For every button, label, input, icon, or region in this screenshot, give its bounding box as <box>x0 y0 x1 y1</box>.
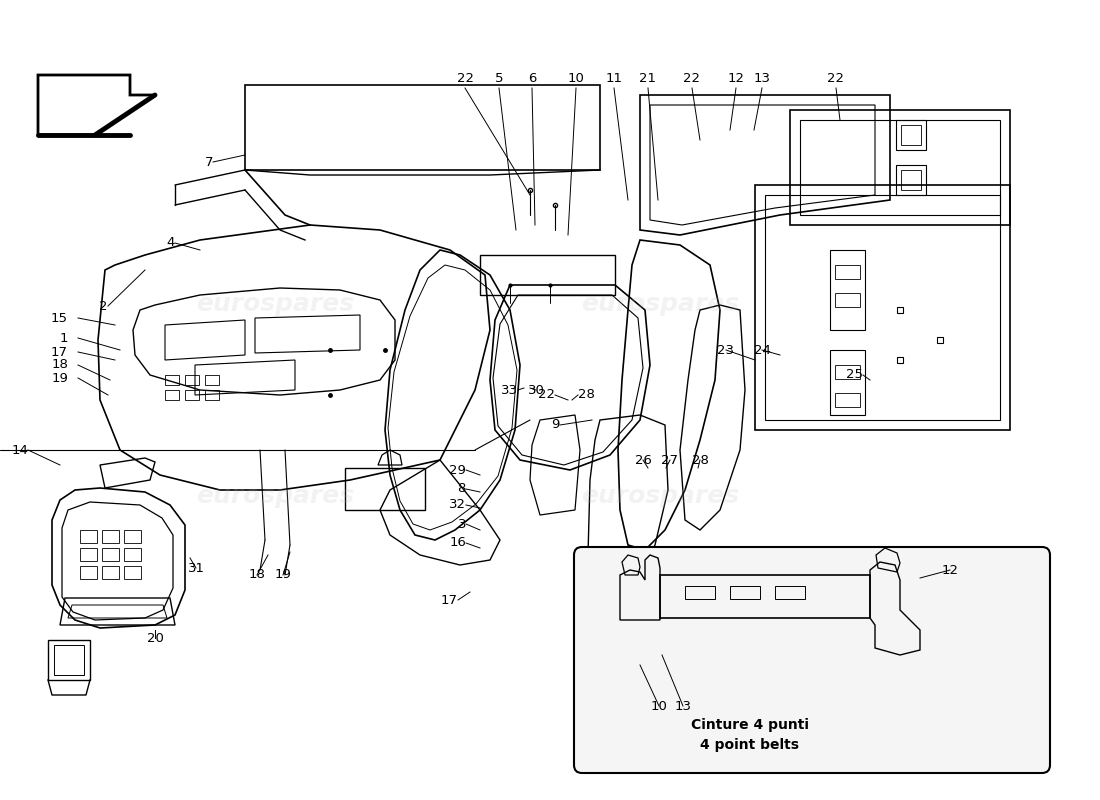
Text: eurospares: eurospares <box>196 484 354 508</box>
Text: 28: 28 <box>578 389 595 402</box>
Bar <box>102 548 119 561</box>
Text: 20: 20 <box>146 631 164 645</box>
Text: 18: 18 <box>51 358 68 371</box>
Text: Cinture 4 punti
4 point belts: Cinture 4 punti 4 point belts <box>691 718 808 752</box>
Bar <box>124 548 141 561</box>
Text: 12: 12 <box>942 563 958 577</box>
Bar <box>835 293 860 307</box>
Text: 10: 10 <box>650 699 668 713</box>
Text: 27: 27 <box>661 454 679 466</box>
Bar <box>102 566 119 579</box>
Text: 3: 3 <box>458 518 466 530</box>
Text: 19: 19 <box>275 569 292 582</box>
Bar <box>185 390 199 400</box>
Text: eurospares: eurospares <box>196 292 354 316</box>
Text: 12: 12 <box>727 71 745 85</box>
Bar <box>165 390 179 400</box>
Text: 23: 23 <box>717 343 735 357</box>
Bar <box>80 548 97 561</box>
Text: 31: 31 <box>187 562 205 574</box>
Text: 30: 30 <box>528 383 544 397</box>
Text: 1: 1 <box>59 331 68 345</box>
Bar <box>124 566 141 579</box>
Text: 10: 10 <box>568 71 584 85</box>
Bar <box>124 530 141 543</box>
Text: eurospares: eurospares <box>581 292 739 316</box>
Text: 15: 15 <box>51 311 68 325</box>
Text: 19: 19 <box>51 371 68 385</box>
Bar <box>102 530 119 543</box>
Text: 26: 26 <box>635 454 651 466</box>
Text: 33: 33 <box>500 383 518 397</box>
Text: 17: 17 <box>441 594 458 606</box>
Text: 17: 17 <box>51 346 68 358</box>
Bar <box>165 375 179 385</box>
Text: 8: 8 <box>458 482 466 495</box>
Bar <box>835 393 860 407</box>
Bar <box>835 365 860 379</box>
Text: 4: 4 <box>166 237 175 250</box>
Text: 24: 24 <box>754 343 770 357</box>
Text: 14: 14 <box>11 443 28 457</box>
Bar <box>835 265 860 279</box>
Text: 25: 25 <box>846 369 864 382</box>
Text: 22: 22 <box>683 71 701 85</box>
Bar <box>185 375 199 385</box>
Text: 32: 32 <box>449 498 466 511</box>
Bar <box>205 390 219 400</box>
Text: 13: 13 <box>754 71 770 85</box>
Bar <box>80 566 97 579</box>
Text: 6: 6 <box>528 71 536 85</box>
Text: 9: 9 <box>551 418 560 431</box>
Text: 5: 5 <box>495 71 504 85</box>
Text: 22: 22 <box>538 389 556 402</box>
Text: 7: 7 <box>205 155 213 169</box>
Polygon shape <box>39 75 155 135</box>
Bar <box>776 586 805 599</box>
Bar <box>205 375 219 385</box>
Text: 21: 21 <box>639 71 657 85</box>
Bar <box>730 586 760 599</box>
Text: 28: 28 <box>692 454 708 466</box>
Text: 22: 22 <box>827 71 845 85</box>
Text: 2: 2 <box>99 299 108 313</box>
Text: 16: 16 <box>449 537 466 550</box>
Text: 22: 22 <box>456 71 473 85</box>
Text: 29: 29 <box>449 463 466 477</box>
Text: 13: 13 <box>674 699 692 713</box>
Text: eurospares: eurospares <box>581 484 739 508</box>
Bar <box>80 530 97 543</box>
Text: 18: 18 <box>249 569 265 582</box>
Text: 11: 11 <box>605 71 623 85</box>
Bar <box>685 586 715 599</box>
FancyBboxPatch shape <box>574 547 1050 773</box>
